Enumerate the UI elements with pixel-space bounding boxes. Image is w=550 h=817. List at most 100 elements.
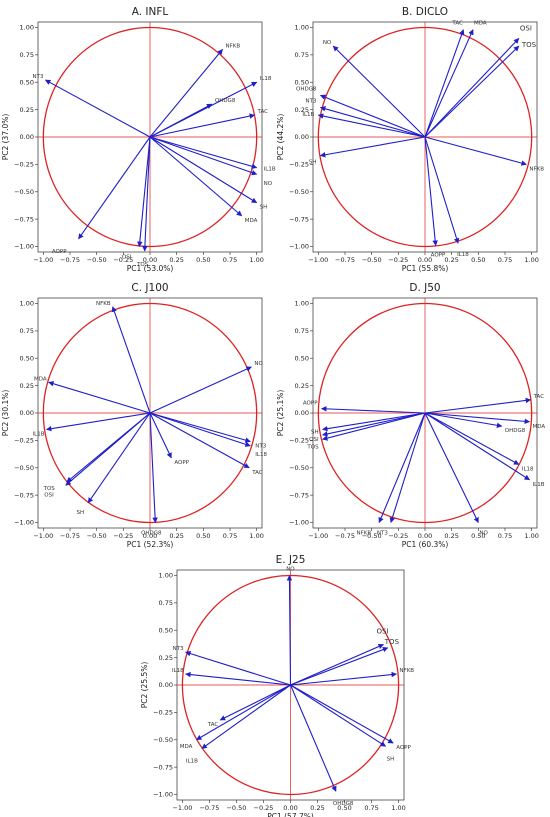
panel-title: D. J50 (409, 282, 440, 294)
label-ohdg8: OHDG8 (296, 86, 317, 92)
panel-title: C. J100 (131, 282, 168, 294)
y-tick-label: 0.75 (295, 327, 309, 335)
correlation-circle (42, 302, 258, 524)
arrow-aopp (78, 136, 151, 240)
x-axis-label: PC1 (52.3%) (127, 540, 174, 549)
arrow-il1b (424, 412, 530, 481)
label-nt3: NT3 (32, 74, 43, 80)
arrow-sh (322, 412, 426, 432)
x-tick-label: 0.00 (143, 532, 157, 540)
panel-c: C. J100 −1.00 −0.75 −0.50 −0.25 0.00 0.25 0.50 0… (1, 282, 267, 549)
x-tick-label: 0.00 (283, 804, 297, 812)
x-tick-label: 0.50 (337, 804, 351, 812)
arrow-no (286, 574, 293, 686)
y-tick-label: 0.50 (20, 354, 34, 362)
y-tick-label: 0.25 (20, 106, 34, 114)
x-tick-label: −0.50 (87, 532, 107, 540)
arrow-nt3 (44, 79, 151, 138)
arrow-il18 (424, 412, 520, 465)
y-tick-label: 0.25 (295, 382, 309, 390)
y-axis-label: PC2 (25.5%) (140, 662, 149, 709)
x-tick-label: −0.75 (335, 532, 355, 540)
label-no: NO (254, 361, 263, 367)
arrow-nfkb (111, 306, 151, 414)
y-tick-label: −0.25 (14, 437, 34, 445)
y-tick-label: −0.50 (289, 464, 309, 472)
arrow-osi (322, 412, 426, 437)
label-ohdg8: OHDG8 (215, 98, 236, 104)
arrow-tac (424, 29, 465, 138)
panel-d: D. J50 −1.00 −0.75 −0.50 −0.25 0.00 0.25 0.50 0.… (276, 282, 545, 549)
arrow-mda (48, 381, 151, 414)
x-tick-label: 0.50 (196, 532, 210, 540)
label-il18: IL18 (172, 668, 184, 674)
label-mda: MDA (180, 744, 193, 750)
y-tick-label: −0.75 (153, 763, 173, 771)
label-no: NO (479, 531, 488, 537)
arrow-sh (87, 412, 151, 504)
correlation-circle (317, 302, 533, 524)
y-tick-label: 1.00 (20, 300, 34, 308)
label-sh: SH (387, 756, 395, 762)
arrow-nt3 (185, 650, 291, 686)
arrow-no (424, 412, 479, 524)
y-tick-label: 0.75 (159, 599, 173, 607)
label-nfkb: NFKB (96, 301, 111, 307)
label-no: NO (264, 181, 273, 187)
x-tick-label: 0.50 (196, 256, 210, 264)
y-axis-label: PC2 (30.1%) (1, 390, 10, 437)
x-tick-label: −0.25 (388, 256, 408, 264)
label-ohdg8: OHDG8 (505, 428, 526, 434)
x-tick-label: −1.00 (308, 256, 328, 264)
x-tick-label: 0.25 (444, 532, 458, 540)
x-axis-label: PC1 (60.3%) (402, 540, 449, 549)
x-tick-label: −0.75 (60, 532, 80, 540)
label-il1b: IL1B (533, 482, 545, 488)
label-tac: TAC (257, 109, 269, 115)
x-tick-label: 0.50 (471, 532, 485, 540)
x-tick-label: 0.75 (364, 804, 378, 812)
label-il1b: IL1B (264, 167, 276, 173)
x-tick-label: −0.25 (113, 532, 133, 540)
arrow-tac (424, 397, 532, 414)
y-tick-label: 0.75 (295, 51, 309, 59)
x-tick-label: 0.00 (418, 532, 432, 540)
y-tick-label: 0.75 (20, 327, 34, 335)
y-tick-label: −1.00 (289, 519, 309, 527)
x-tick-label: −0.50 (226, 804, 246, 812)
arrow-il1b (317, 113, 426, 138)
arrow-tac (149, 113, 256, 138)
label-tac: TAC (207, 722, 219, 728)
label-tos: TOS (136, 262, 149, 268)
x-tick-label: −0.75 (199, 804, 219, 812)
y-tick-label: −1.00 (14, 519, 34, 527)
y-tick-label: −0.75 (289, 491, 309, 499)
arrow-il18 (185, 671, 291, 686)
y-tick-label: 0.25 (20, 382, 34, 390)
label-nt3: NT3 (173, 646, 184, 652)
label-no: NO (323, 40, 332, 46)
label-tac: TAC (251, 470, 263, 476)
arrow-il1b (201, 684, 291, 749)
y-tick-label: −0.50 (14, 464, 34, 472)
label-osi: OSI (376, 627, 388, 635)
x-tick-label: 0.50 (471, 256, 485, 264)
y-tick-label: 0.25 (295, 106, 309, 114)
y-tick-label: −0.75 (14, 491, 34, 499)
correlation-circle (42, 26, 258, 248)
label-sh: SH (260, 205, 268, 211)
arrow-mda (424, 412, 531, 425)
label-tac: TAC (533, 394, 545, 400)
panel-e: E. J25 −1.00 −0.75 −0.50 −0.25 0.00 0.25 0.50 0.… (140, 554, 414, 817)
x-tick-label: 0.00 (418, 256, 432, 264)
arrow-il1b (45, 412, 151, 432)
label-il18: IL18 (457, 252, 469, 258)
x-tick-label: 0.25 (444, 256, 458, 264)
y-tick-label: 0.50 (20, 78, 34, 86)
panel-title: B. DICLO (402, 6, 448, 18)
arrow-sh (319, 136, 426, 158)
x-axis-label: PC1 (57.7%) (267, 812, 314, 817)
arrow-mda (195, 684, 291, 741)
label-sh: SH (311, 429, 319, 435)
label-mda: MDA (474, 21, 487, 27)
